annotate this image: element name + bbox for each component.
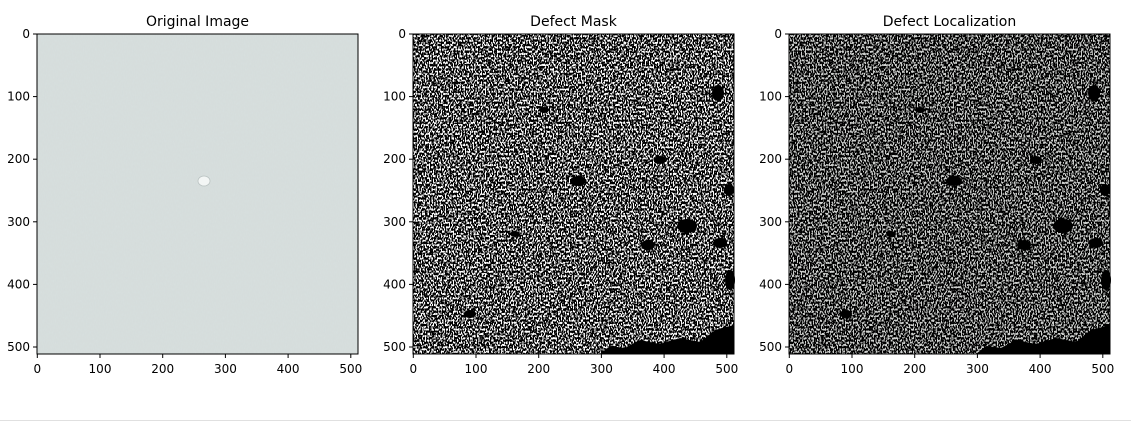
x-tick-label: 0 <box>409 362 417 376</box>
output-divider <box>0 420 1131 421</box>
x-tick-label: 100 <box>465 362 488 376</box>
y-tick-label: 400 <box>759 277 782 291</box>
panel-title-original: Original Image <box>146 14 249 30</box>
y-tick-label: 500 <box>383 340 406 354</box>
x-tick-label: 300 <box>966 362 989 376</box>
panel-original: Original Image 0 100 200 300 400 500 0 <box>7 14 362 376</box>
y-axis-mask: 0 100 200 300 400 500 <box>383 27 413 354</box>
y-tick-label: 500 <box>759 340 782 354</box>
x-tick-label: 200 <box>903 362 926 376</box>
x-tick-label: 300 <box>590 362 613 376</box>
y-tick-label: 400 <box>7 277 30 291</box>
x-tick-label: 400 <box>277 362 300 376</box>
x-tick-label: 0 <box>785 362 793 376</box>
y-axis-localization: 0 100 200 300 400 500 <box>759 27 789 354</box>
localization-image-noise <box>789 34 1110 354</box>
panel-title-localization: Defect Localization <box>883 14 1017 30</box>
panel-localization: Defect Localization 0 100 <box>759 14 1114 376</box>
x-axis-original: 0 100 200 300 400 500 <box>33 354 362 376</box>
x-tick-label: 0 <box>33 362 41 376</box>
y-tick-label: 200 <box>7 152 30 166</box>
x-tick-label: 500 <box>339 362 362 376</box>
x-tick-label: 500 <box>1091 362 1114 376</box>
localization-defect-blobs <box>840 85 1111 354</box>
y-tick-label: 300 <box>759 215 782 229</box>
y-tick-label: 300 <box>383 215 406 229</box>
y-axis-original: 0 100 200 300 400 500 <box>7 27 37 354</box>
y-tick-label: 100 <box>7 90 30 104</box>
original-image-texture <box>37 34 358 354</box>
y-tick-label: 500 <box>7 340 30 354</box>
x-tick-label: 200 <box>151 362 174 376</box>
y-tick-label: 100 <box>759 90 782 104</box>
x-tick-label: 400 <box>1029 362 1052 376</box>
y-tick-label: 200 <box>759 152 782 166</box>
y-tick-label: 100 <box>383 90 406 104</box>
axes-frame-original <box>36 33 359 355</box>
y-tick-label: 200 <box>383 152 406 166</box>
mask-image-noise <box>413 34 734 354</box>
x-tick-label: 300 <box>214 362 237 376</box>
x-tick-label: 100 <box>89 362 112 376</box>
output-area-below <box>0 421 1131 446</box>
axes-frame-localization <box>788 33 1111 355</box>
y-tick-label: 0 <box>22 27 30 41</box>
axes-frame-mask <box>412 33 735 355</box>
defect-spot <box>197 175 211 187</box>
x-tick-label: 400 <box>653 362 676 376</box>
panel-title-mask: Defect Mask <box>530 14 618 30</box>
y-tick-label: 400 <box>383 277 406 291</box>
y-tick-label: 300 <box>7 215 30 229</box>
x-tick-label: 500 <box>715 362 738 376</box>
mask-defect-blobs <box>464 85 735 354</box>
y-tick-label: 0 <box>398 27 406 41</box>
x-axis-mask: 0 100 200 300 400 500 <box>409 354 738 376</box>
x-axis-localization: 0 100 200 300 400 500 <box>785 354 1114 376</box>
y-tick-label: 0 <box>774 27 782 41</box>
x-tick-label: 100 <box>841 362 864 376</box>
panel-mask: Defect Mask 0 100 200 <box>383 14 738 376</box>
figure-canvas: Original Image 0 100 200 300 400 500 0 <box>7 14 1114 376</box>
x-tick-label: 200 <box>527 362 550 376</box>
